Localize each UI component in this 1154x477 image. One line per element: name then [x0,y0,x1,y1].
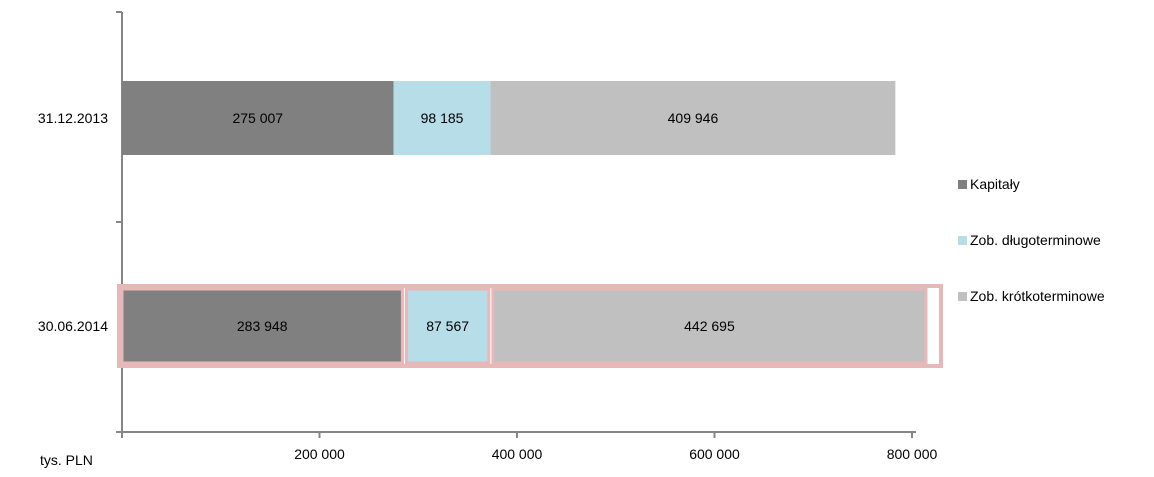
x-tick-label-1: 200 000 [294,446,345,462]
bar-segment-1-2 [491,287,928,365]
legend: Kapitały Zob. długoterminowe Zob. krótko… [958,174,1154,342]
data-label-1-1: 87 567 [426,318,469,334]
x-tick-label-4: 800 000 [887,446,938,462]
data-label-0-2: 409 946 [668,110,719,126]
x-tick-label-3: 600 000 [689,446,740,462]
legend-swatch-zob-krotkoterminowe [958,291,967,301]
bar-segment-0-2 [490,81,896,155]
x-axis-unit-label: tys. PLN [40,452,93,468]
bar-segment-1-1 [404,287,491,365]
bar-segment-1-0 [120,287,404,365]
legend-item-zob-dlugoterminowe: Zob. długoterminowe [958,230,1154,250]
legend-item-zob-krotkoterminowe: Zob. krótkoterminowe [958,286,1154,306]
data-label-1-2: 442 695 [684,318,735,334]
legend-swatch-zob-dlugoterminowe [958,235,967,245]
legend-label-zob-krotkoterminowe: Zob. krótkoterminowe [970,288,1105,304]
bar-segment-0-0 [122,81,394,155]
bar-segment-0-1 [393,81,491,155]
category-label-0: 31.12.2013 [38,110,108,126]
legend-item-kapitaly: Kapitały [958,174,1154,194]
data-label-0-0: 275 007 [232,110,283,126]
highlight-frame [117,284,944,368]
data-label-1-0: 283 948 [237,318,288,334]
legend-swatch-kapitaly [958,179,967,189]
category-label-1: 30.06.2014 [38,318,108,334]
data-label-0-1: 98 185 [421,110,464,126]
legend-label-kapitaly: Kapitały [970,176,1020,192]
x-tick-label-2: 400 000 [492,446,543,462]
legend-label-zob-dlugoterminowe: Zob. długoterminowe [970,232,1101,248]
